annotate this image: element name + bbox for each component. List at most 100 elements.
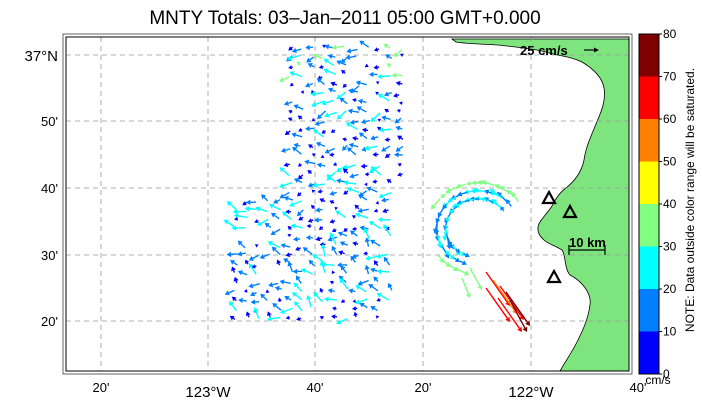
current-vector-head — [312, 182, 318, 188]
current-vector — [347, 182, 357, 185]
current-vector — [468, 190, 474, 193]
current-vector-head — [293, 104, 299, 110]
current-vector-head — [238, 297, 243, 304]
current-vector — [287, 130, 291, 133]
current-vector — [321, 164, 326, 167]
current-vector-head — [265, 289, 270, 293]
current-vector-head — [465, 292, 471, 298]
current-vector-head — [289, 70, 295, 77]
current-vector-head — [292, 146, 298, 152]
current-vector-head — [376, 293, 382, 298]
current-vector-head — [381, 115, 387, 121]
current-vector-head — [317, 114, 323, 120]
current-vector-head — [270, 212, 277, 218]
current-vector — [314, 100, 324, 106]
current-vector — [400, 137, 404, 140]
current-vector-head — [352, 299, 357, 303]
current-vector — [437, 213, 441, 220]
current-vector — [449, 241, 453, 246]
current-vector-head — [466, 181, 471, 186]
current-vector-head — [400, 53, 404, 57]
current-vector-head — [349, 173, 355, 179]
current-vector — [327, 70, 337, 75]
current-vector — [242, 299, 247, 302]
current-vector-head — [391, 72, 397, 79]
current-vector — [250, 266, 257, 275]
current-vector — [373, 168, 382, 176]
current-vector — [443, 193, 446, 196]
lat-label: 20' — [41, 314, 58, 329]
current-vector-head — [522, 326, 528, 332]
current-vector-head — [445, 189, 451, 194]
current-vector — [397, 117, 402, 122]
current-vector-head — [359, 225, 365, 231]
current-vector — [434, 218, 439, 230]
current-vector — [319, 80, 325, 85]
current-vector — [287, 197, 294, 201]
current-vector-head — [494, 184, 500, 189]
current-vector-head — [292, 268, 298, 275]
current-vector — [320, 76, 323, 79]
current-vector — [453, 257, 457, 261]
current-vector — [361, 279, 369, 284]
current-vector-head — [373, 208, 378, 213]
current-vector — [341, 233, 348, 237]
lon-label: 40' — [630, 380, 647, 395]
current-vector-head — [345, 122, 351, 128]
current-vector — [461, 277, 469, 295]
current-vector-head — [250, 299, 256, 305]
current-vector-head — [223, 219, 229, 225]
current-vector-head — [394, 118, 400, 124]
current-vector — [274, 249, 281, 256]
current-vector — [278, 262, 281, 266]
current-vector-head — [383, 224, 389, 230]
current-vector-head — [347, 147, 353, 153]
colorbar-unit: cm/s — [645, 373, 670, 387]
current-vector-head — [385, 54, 391, 60]
current-vector-head — [231, 266, 236, 272]
current-vector — [484, 198, 489, 202]
current-vector-head — [342, 137, 347, 142]
graticule — [66, 37, 629, 371]
current-vector — [255, 311, 260, 319]
current-vector-head — [324, 112, 330, 118]
current-vector — [229, 203, 237, 210]
velocity-scale-label: 25 cm/s — [520, 43, 568, 58]
current-vector-head — [287, 233, 292, 238]
current-vector-head — [477, 284, 483, 290]
current-vector-head — [226, 201, 232, 207]
current-vector-head — [339, 97, 345, 103]
current-vector — [316, 131, 325, 138]
current-vector-head — [314, 217, 319, 223]
current-vector-head — [317, 189, 322, 194]
current-vector-head — [312, 254, 318, 260]
current-vector-head — [361, 146, 367, 152]
current-vector — [340, 61, 347, 66]
current-vector — [352, 258, 356, 263]
current-vector-head — [290, 223, 296, 229]
current-vector-head — [364, 172, 369, 177]
current-vector-head — [359, 302, 365, 308]
current-vector — [485, 287, 508, 319]
current-vector — [238, 215, 248, 218]
current-vector-head — [454, 257, 461, 263]
current-vector — [362, 134, 368, 140]
current-vector — [488, 191, 492, 194]
current-vector-head — [284, 295, 290, 301]
current-vector — [444, 203, 448, 207]
current-vector-head — [311, 102, 317, 108]
current-vector-head — [395, 146, 401, 152]
current-vector-head — [285, 209, 290, 215]
current-vector — [240, 243, 246, 249]
current-vector-head — [357, 207, 363, 214]
current-vector-head — [395, 80, 401, 87]
current-vector — [297, 278, 302, 284]
current-vector — [328, 298, 337, 301]
current-vector-head — [279, 193, 285, 199]
current-vector-head — [287, 117, 293, 122]
current-vector — [226, 221, 235, 228]
colorbar-tick-label: 70 — [663, 70, 677, 84]
current-vector-head — [327, 87, 334, 93]
current-vector — [321, 226, 324, 229]
current-vector — [388, 56, 393, 59]
